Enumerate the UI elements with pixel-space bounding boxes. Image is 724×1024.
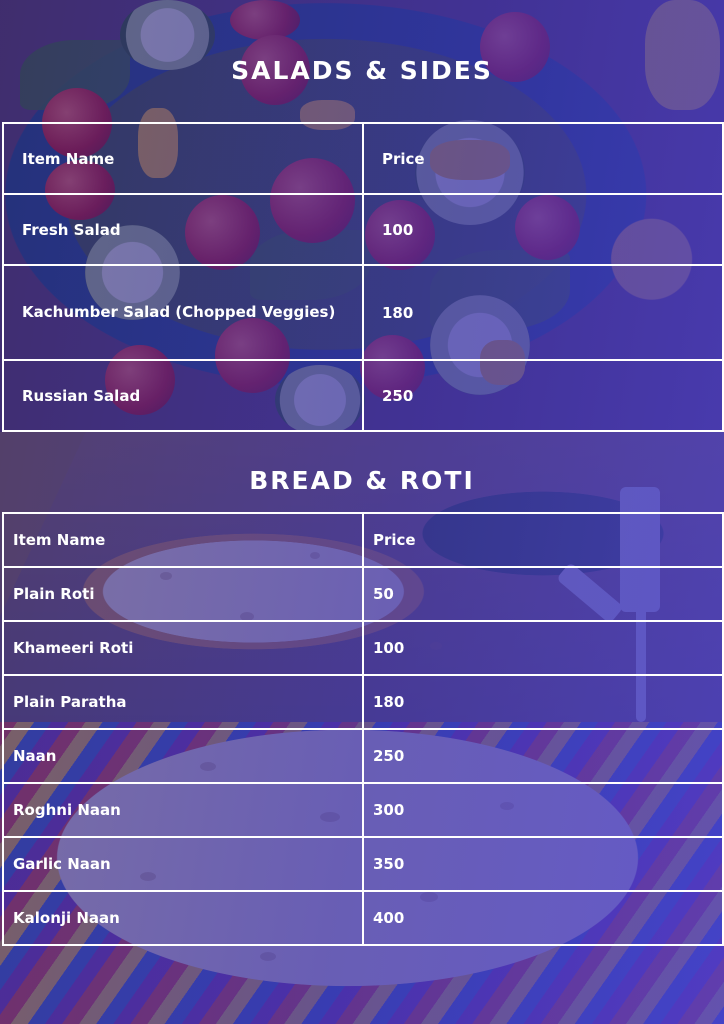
bread-section-title: BREAD & ROTI bbox=[249, 466, 475, 495]
item-price: 180 bbox=[362, 264, 724, 361]
item-price: 50 bbox=[362, 566, 724, 622]
item-price: 100 bbox=[362, 620, 724, 676]
item-name: Plain Roti bbox=[2, 566, 364, 622]
table-row: Garlic Naan 350 bbox=[2, 836, 724, 892]
item-price: 400 bbox=[362, 890, 724, 946]
header-item-name: Item Name bbox=[2, 512, 364, 568]
salads-table: Item Name Price Fresh Salad 100 Kachumbe… bbox=[2, 122, 724, 432]
item-price: 350 bbox=[362, 836, 724, 892]
item-name: Kachumber Salad (Chopped Veggies) bbox=[2, 264, 364, 361]
salads-section-title: SALADS & SIDES bbox=[231, 56, 493, 85]
table-row: Naan 250 bbox=[2, 728, 724, 784]
table-header-row: Item Name Price bbox=[2, 512, 724, 568]
table-row: Kachumber Salad (Chopped Veggies) 180 bbox=[2, 264, 724, 361]
item-name: Fresh Salad bbox=[2, 193, 364, 266]
item-price: 180 bbox=[362, 674, 724, 730]
item-price: 300 bbox=[362, 782, 724, 838]
item-name: Naan bbox=[2, 728, 364, 784]
table-header-row: Item Name Price bbox=[2, 122, 724, 195]
table-row: Plain Paratha 180 bbox=[2, 674, 724, 730]
item-price: 250 bbox=[362, 728, 724, 784]
item-price: 250 bbox=[362, 359, 724, 432]
item-name: Garlic Naan bbox=[2, 836, 364, 892]
table-row: Fresh Salad 100 bbox=[2, 193, 724, 266]
table-row: Plain Roti 50 bbox=[2, 566, 724, 622]
bread-table: Item Name Price Plain Roti 50 Khameeri R… bbox=[2, 512, 724, 946]
item-name: Plain Paratha bbox=[2, 674, 364, 730]
header-item-name: Item Name bbox=[2, 122, 364, 195]
table-row: Khameeri Roti 100 bbox=[2, 620, 724, 676]
item-name: Khameeri Roti bbox=[2, 620, 364, 676]
table-row: Russian Salad 250 bbox=[2, 359, 724, 432]
item-name: Russian Salad bbox=[2, 359, 364, 432]
header-price: Price bbox=[362, 512, 724, 568]
table-row: Kalonji Naan 400 bbox=[2, 890, 724, 946]
item-price: 100 bbox=[362, 193, 724, 266]
item-name: Roghni Naan bbox=[2, 782, 364, 838]
item-name: Kalonji Naan bbox=[2, 890, 364, 946]
header-price: Price bbox=[362, 122, 724, 195]
table-row: Roghni Naan 300 bbox=[2, 782, 724, 838]
